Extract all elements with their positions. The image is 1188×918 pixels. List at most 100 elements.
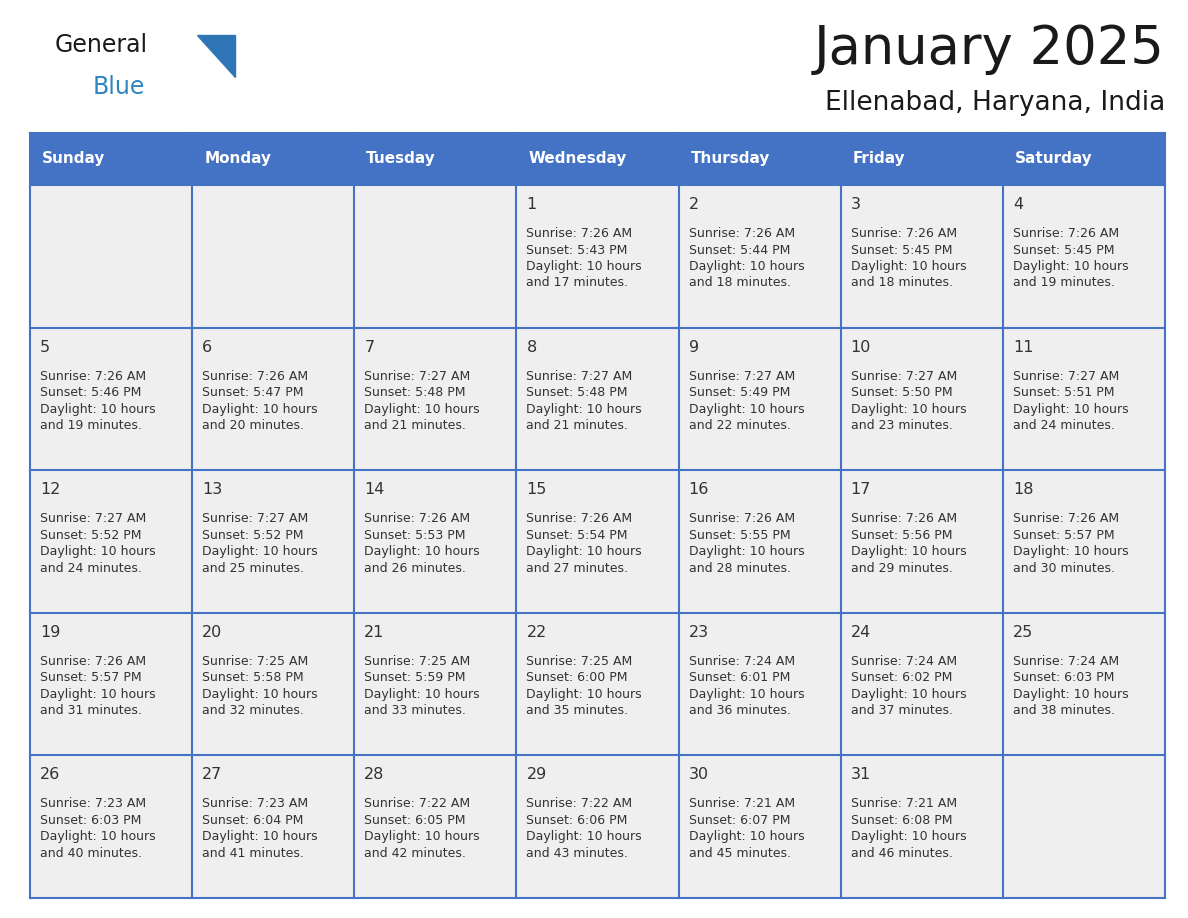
Bar [678,756,841,898]
Bar [192,756,354,898]
Text: Sunrise: 7:22 AM: Sunrise: 7:22 AM [526,798,632,811]
Text: Sunset: 5:59 PM: Sunset: 5:59 PM [365,671,466,684]
Text: Sunset: 6:01 PM: Sunset: 6:01 PM [689,671,790,684]
Text: 15: 15 [526,482,546,498]
Bar [354,613,517,756]
Text: Daylight: 10 hours: Daylight: 10 hours [365,831,480,844]
Bar [1003,470,1165,613]
Text: Sunset: 5:45 PM: Sunset: 5:45 PM [1013,243,1114,256]
Text: and 33 minutes.: and 33 minutes. [365,704,466,717]
Text: and 36 minutes.: and 36 minutes. [689,704,790,717]
Text: Sunrise: 7:26 AM: Sunrise: 7:26 AM [40,370,146,383]
Text: Daylight: 10 hours: Daylight: 10 hours [365,403,480,416]
Text: and 45 minutes.: and 45 minutes. [689,847,790,860]
Text: Daylight: 10 hours: Daylight: 10 hours [40,545,156,558]
Text: 25: 25 [1013,625,1034,640]
Text: 16: 16 [689,482,709,498]
Text: Daylight: 10 hours: Daylight: 10 hours [526,688,642,700]
Bar [678,613,841,756]
Text: 2: 2 [689,197,699,212]
Text: Saturday: Saturday [1015,151,1093,166]
Bar [841,185,1003,328]
Text: Sunset: 5:56 PM: Sunset: 5:56 PM [851,529,953,542]
Text: Sunset: 5:48 PM: Sunset: 5:48 PM [526,386,628,399]
Text: Sunrise: 7:25 AM: Sunrise: 7:25 AM [202,655,309,667]
Text: and 41 minutes.: and 41 minutes. [202,847,304,860]
Text: 30: 30 [689,767,709,782]
Text: and 42 minutes.: and 42 minutes. [365,847,466,860]
Text: 21: 21 [365,625,385,640]
Text: 5: 5 [40,340,50,354]
Text: Daylight: 10 hours: Daylight: 10 hours [689,260,804,273]
Bar [30,756,192,898]
Text: Sunrise: 7:27 AM: Sunrise: 7:27 AM [202,512,309,525]
Bar [517,328,678,470]
Text: 29: 29 [526,767,546,782]
Text: Sunset: 5:57 PM: Sunset: 5:57 PM [40,671,141,684]
Text: Sunrise: 7:27 AM: Sunrise: 7:27 AM [851,370,958,383]
Bar [517,613,678,756]
Bar [517,185,678,328]
Bar [841,613,1003,756]
Text: and 24 minutes.: and 24 minutes. [40,562,141,575]
Text: and 35 minutes.: and 35 minutes. [526,704,628,717]
Text: and 37 minutes.: and 37 minutes. [851,704,953,717]
Text: and 46 minutes.: and 46 minutes. [851,847,953,860]
Text: Sunset: 5:46 PM: Sunset: 5:46 PM [40,386,141,399]
Text: 11: 11 [1013,340,1034,354]
Bar [517,470,678,613]
Text: Daylight: 10 hours: Daylight: 10 hours [851,688,966,700]
Text: Sunday: Sunday [42,151,106,166]
Text: Daylight: 10 hours: Daylight: 10 hours [851,403,966,416]
Text: Daylight: 10 hours: Daylight: 10 hours [1013,688,1129,700]
Text: and 25 minutes.: and 25 minutes. [202,562,304,575]
Text: Sunset: 6:03 PM: Sunset: 6:03 PM [1013,671,1114,684]
Text: Daylight: 10 hours: Daylight: 10 hours [202,403,317,416]
Text: 1: 1 [526,197,537,212]
Bar [192,613,354,756]
Text: Sunrise: 7:24 AM: Sunrise: 7:24 AM [689,655,795,667]
Text: Daylight: 10 hours: Daylight: 10 hours [851,545,966,558]
Text: 24: 24 [851,625,871,640]
Bar [354,756,517,898]
Bar [841,470,1003,613]
Text: Sunset: 5:51 PM: Sunset: 5:51 PM [1013,386,1114,399]
Text: and 32 minutes.: and 32 minutes. [202,704,304,717]
Text: General: General [55,33,148,57]
Text: 9: 9 [689,340,699,354]
Text: and 23 minutes.: and 23 minutes. [851,420,953,432]
Bar [517,756,678,898]
Text: and 30 minutes.: and 30 minutes. [1013,562,1114,575]
Text: Sunrise: 7:23 AM: Sunrise: 7:23 AM [40,798,146,811]
Bar [354,185,517,328]
Text: Daylight: 10 hours: Daylight: 10 hours [851,260,966,273]
Text: Sunrise: 7:26 AM: Sunrise: 7:26 AM [526,227,632,240]
Text: Sunrise: 7:26 AM: Sunrise: 7:26 AM [1013,227,1119,240]
Text: Sunrise: 7:27 AM: Sunrise: 7:27 AM [526,370,633,383]
Text: and 22 minutes.: and 22 minutes. [689,420,790,432]
Text: Sunrise: 7:27 AM: Sunrise: 7:27 AM [689,370,795,383]
Text: 28: 28 [365,767,385,782]
Text: Sunset: 6:07 PM: Sunset: 6:07 PM [689,814,790,827]
Bar [192,185,354,328]
Text: Sunrise: 7:26 AM: Sunrise: 7:26 AM [202,370,308,383]
Text: Sunset: 5:58 PM: Sunset: 5:58 PM [202,671,304,684]
Bar [841,756,1003,898]
Text: 10: 10 [851,340,871,354]
Bar [841,328,1003,470]
Text: Ellenabad, Haryana, India: Ellenabad, Haryana, India [824,90,1165,116]
Bar [192,470,354,613]
Text: 7: 7 [365,340,374,354]
Text: Daylight: 10 hours: Daylight: 10 hours [526,260,642,273]
Text: and 40 minutes.: and 40 minutes. [40,847,143,860]
Text: and 43 minutes.: and 43 minutes. [526,847,628,860]
Text: Daylight: 10 hours: Daylight: 10 hours [689,403,804,416]
Text: Wednesday: Wednesday [529,151,627,166]
Text: 6: 6 [202,340,213,354]
Text: and 24 minutes.: and 24 minutes. [1013,420,1114,432]
Text: Monday: Monday [204,151,271,166]
Text: Sunset: 6:08 PM: Sunset: 6:08 PM [851,814,953,827]
Text: January 2025: January 2025 [814,23,1165,75]
Text: 18: 18 [1013,482,1034,498]
Text: Sunrise: 7:26 AM: Sunrise: 7:26 AM [851,227,956,240]
